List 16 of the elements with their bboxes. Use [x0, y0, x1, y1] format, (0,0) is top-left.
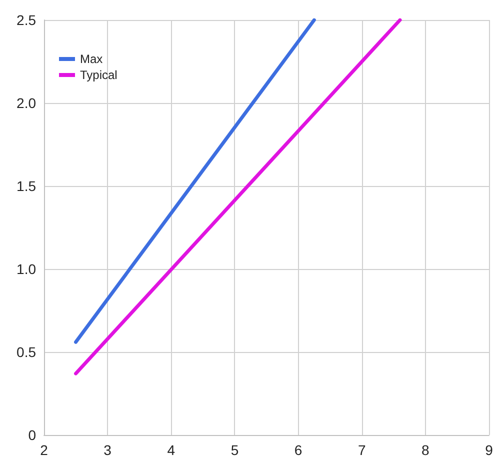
x-tick-label: 2: [40, 442, 48, 458]
y-tick-label: 1.5: [16, 178, 36, 194]
x-tick-label: 3: [104, 442, 112, 458]
x-tick-label: 5: [230, 442, 239, 458]
x-tick-label: 8: [422, 442, 430, 458]
y-tick-label: 2.5: [16, 12, 36, 28]
y-tick-label: 0.5: [16, 344, 36, 360]
x-tick-label: 9: [485, 442, 494, 458]
legend-label: Typical: [80, 68, 118, 82]
y-tick-label: 0: [28, 427, 36, 443]
y-tick-label: 1.0: [16, 261, 36, 277]
y-tick-label: 2.0: [16, 95, 36, 111]
x-tick-label: 4: [167, 442, 176, 458]
legend-label: Max: [80, 52, 103, 66]
x-tick-label: 6: [294, 442, 302, 458]
x-tick-label: 7: [358, 442, 366, 458]
